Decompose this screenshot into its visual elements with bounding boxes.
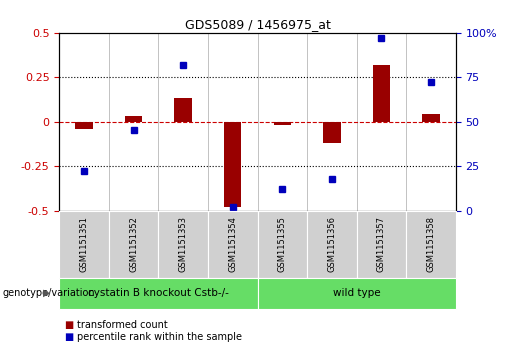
Text: GSM1151357: GSM1151357 bbox=[377, 216, 386, 272]
Bar bbox=[323, 122, 340, 143]
Title: GDS5089 / 1456975_at: GDS5089 / 1456975_at bbox=[184, 19, 331, 32]
Text: cystatin B knockout Cstb-/-: cystatin B knockout Cstb-/- bbox=[88, 288, 229, 298]
Text: genotype/variation: genotype/variation bbox=[3, 288, 95, 298]
Text: GSM1151352: GSM1151352 bbox=[129, 216, 138, 272]
Text: ▶: ▶ bbox=[43, 288, 50, 298]
Bar bbox=[224, 122, 242, 207]
Bar bbox=[125, 116, 142, 122]
Text: GSM1151353: GSM1151353 bbox=[179, 216, 187, 272]
Text: wild type: wild type bbox=[333, 288, 381, 298]
Bar bbox=[373, 65, 390, 122]
Text: GSM1151354: GSM1151354 bbox=[228, 216, 237, 272]
Text: GSM1151358: GSM1151358 bbox=[426, 216, 436, 272]
Text: ■: ■ bbox=[64, 320, 74, 330]
Text: GSM1151356: GSM1151356 bbox=[328, 216, 336, 272]
Bar bbox=[422, 114, 440, 122]
Bar bbox=[75, 122, 93, 129]
Bar bbox=[175, 98, 192, 122]
Bar bbox=[273, 122, 291, 125]
Text: GSM1151351: GSM1151351 bbox=[79, 216, 89, 272]
Text: ■: ■ bbox=[64, 332, 74, 342]
Text: transformed count: transformed count bbox=[77, 320, 168, 330]
Text: GSM1151355: GSM1151355 bbox=[278, 216, 287, 272]
Text: percentile rank within the sample: percentile rank within the sample bbox=[77, 332, 242, 342]
